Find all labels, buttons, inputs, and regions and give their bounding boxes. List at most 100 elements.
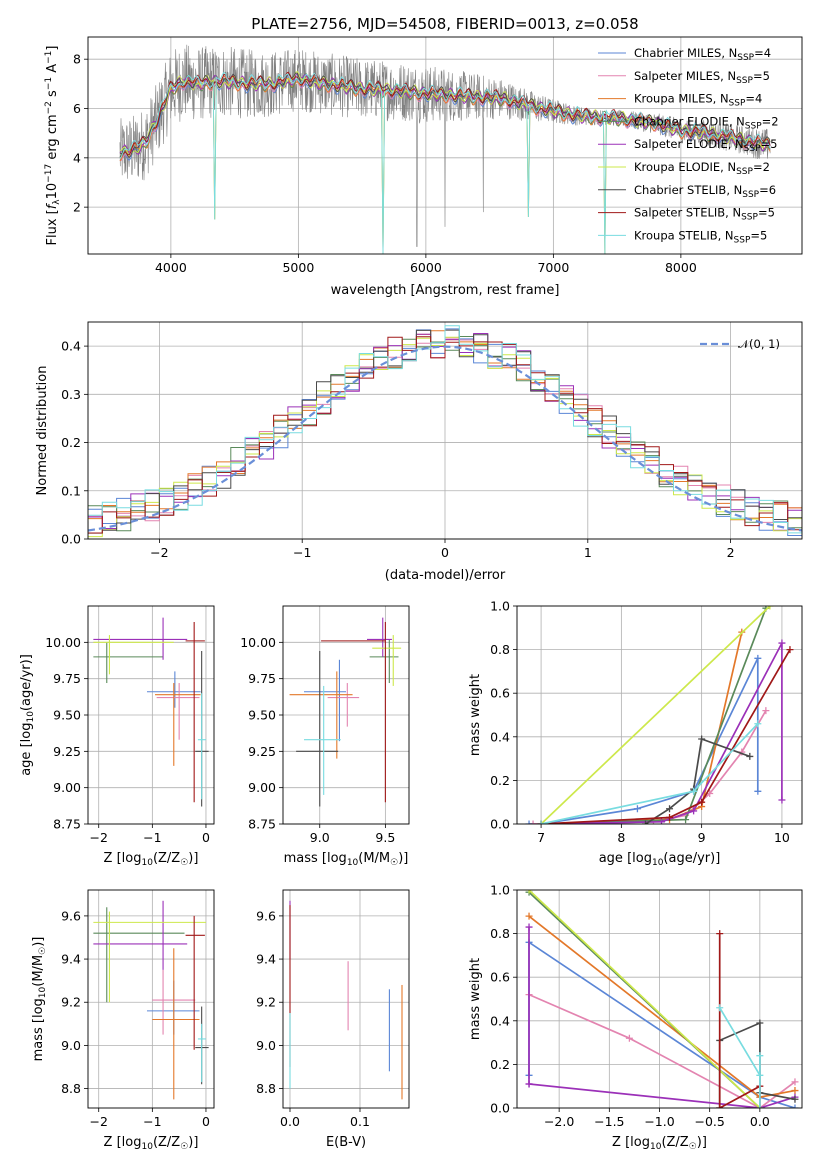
- plus-marker-8-3: [756, 1104, 764, 1108]
- label-part: Kroupa MILES, N: [634, 92, 729, 106]
- label-part: 10: [141, 858, 153, 868]
- plus-marker-7-1: [716, 1104, 724, 1108]
- label-part: Z [log: [104, 1135, 142, 1150]
- spectrum-panel: 4000 5000 6000 7000 8000 2 4 6 8 wavelength [Angs…: [44, 36, 803, 298]
- label-part: ☉: [180, 858, 188, 868]
- label-part: age [log: [19, 723, 34, 776]
- legend-label-1: Salpeter MILES, NSSP​=5: [634, 69, 770, 86]
- mw-z-x-label: Z [log10​(Z/Z☉​)]: [612, 1135, 707, 1152]
- axes-frame: [87, 36, 803, 255]
- residual-histogram-7: [88, 336, 802, 534]
- y-tick-label: 6: [73, 101, 81, 116]
- y-tick-label: 9.25: [53, 744, 81, 759]
- label-part: ☉: [689, 1142, 697, 1152]
- mass-weight-line-2: [528, 915, 796, 1099]
- y-tick-label: 10.00: [240, 635, 276, 650]
- legend-label-5: Kroupa ELODIE, NSSP​=2: [634, 160, 770, 177]
- label-part: =5: [761, 137, 778, 151]
- label-part: SSP: [736, 167, 753, 177]
- label-part: ☉: [180, 1142, 188, 1152]
- label-part: s: [45, 90, 60, 101]
- legend-label-0: Chabrier MILES, NSSP​=4: [634, 46, 771, 63]
- plus-marker-8-0: [537, 820, 545, 824]
- legend-label-4: Salpeter ELODIE, NSSP​=5: [634, 137, 777, 154]
- label-part: =4: [754, 46, 771, 60]
- plus-marker-8-1: [756, 1071, 764, 1079]
- plus-marker-0-3: [791, 1104, 799, 1108]
- line-plot-area: [525, 890, 799, 1108]
- axes-frame: [87, 605, 215, 825]
- legend-label-8: Kroupa STELIB, NSSP​=5: [634, 228, 767, 245]
- x-tick-label: −1: [143, 1114, 161, 1129]
- mass-weight-line-5: [540, 606, 771, 824]
- label-part: )]: [398, 851, 408, 866]
- x-tick-label: −2: [90, 830, 108, 845]
- label-part: mass [log: [284, 851, 347, 866]
- y-tick-label: 0.2: [490, 773, 510, 788]
- mass-weight-vs-age-panel: 7 8 9 10 0.0 0.2 0.4 0.6 0.8 1.0 age [log10​(age/y…: [468, 599, 803, 868]
- x-tick-label: 0.0: [750, 1114, 770, 1129]
- errorbar-plot-area: [289, 900, 403, 1100]
- y-tick-label: 0.6: [490, 686, 510, 701]
- y-tick-label: 0.0: [490, 1101, 510, 1116]
- normal-reference-curve: [88, 345, 802, 532]
- plus-marker-4-3: [778, 639, 786, 647]
- label-part: Z [log: [612, 1135, 650, 1150]
- plus-marker-1-5: [762, 707, 770, 715]
- x-tick-label: −1: [143, 830, 161, 845]
- label-part: mass weight: [468, 674, 483, 756]
- mass-weight-line-4: [541, 642, 783, 824]
- plus-marker-8-2: [754, 720, 762, 728]
- label-part: 10: [141, 1142, 153, 1152]
- y-tick-label: 8.8: [256, 1081, 276, 1096]
- plus-marker-6-4: [791, 1095, 799, 1103]
- mass-weight-line-1: [533, 710, 767, 824]
- plus-marker-4-1: [525, 923, 533, 931]
- age-vs-mass-x-label: mass [log10​(M/M☉​)]: [284, 851, 409, 868]
- label-part: (Z/Z: [153, 1135, 180, 1150]
- label-part: SSP: [745, 121, 762, 131]
- legend-label-6: Chabrier STELIB, NSSP​=6: [634, 183, 776, 200]
- y-tick-label: 0.1: [61, 483, 81, 498]
- y-tick-label: 2: [73, 200, 81, 215]
- y-tick-label: 9.0: [61, 1038, 81, 1053]
- label-part: =2: [762, 114, 779, 128]
- age-vs-z-y-label: age [log10​(age/yr)]: [19, 654, 36, 776]
- label-part: SSP: [736, 76, 753, 86]
- y-tick-label: 9.00: [248, 780, 276, 795]
- y-tick-label: 0.8: [490, 642, 510, 657]
- y-tick-label: 9.25: [248, 744, 276, 759]
- axes-frame: [516, 605, 803, 825]
- x-tick-label: 6000: [410, 260, 442, 275]
- mass-weight-line-7: [541, 649, 791, 824]
- y-tick-label: 9.2: [256, 995, 276, 1010]
- plus-marker-1-3: [791, 1078, 799, 1086]
- label-part: 10: [650, 1142, 662, 1152]
- label-part: Z [log: [104, 851, 142, 866]
- plus-marker-4-2: [690, 807, 698, 815]
- label-part: Salpeter MILES, N: [634, 69, 736, 83]
- x-tick-label: 10: [774, 830, 790, 845]
- label-part: (Z/Z: [153, 851, 180, 866]
- figure-title: PLATE=2756, MJD=54508, FIBERID=0013, z=0…: [251, 15, 638, 33]
- model-spectrum-8: [119, 71, 771, 254]
- mass-weight-line-1: [528, 993, 796, 1108]
- plus-marker-6-4: [746, 752, 754, 760]
- label-part: )]: [31, 937, 46, 947]
- errorbar-plot-area: [289, 617, 402, 807]
- x-tick-label: −2.0: [544, 1114, 574, 1129]
- plus-marker-6-2: [756, 1019, 764, 1027]
- label-part: Flux [: [45, 209, 60, 245]
- y-tick-label: 9.50: [53, 708, 81, 723]
- x-tick-label: 9: [698, 830, 706, 845]
- y-tick-label: 0.4: [61, 339, 81, 354]
- mw-z-y-label: mass weight: [468, 958, 483, 1040]
- plus-marker-7-0: [716, 930, 724, 938]
- x-tick-label: 7: [537, 830, 545, 845]
- mass-weight-line-0: [529, 657, 759, 824]
- label-part: λ: [52, 199, 62, 205]
- plus-marker-7-2: [698, 798, 706, 806]
- plus-marker-2-2: [791, 1087, 799, 1095]
- x-tick-label: 1: [584, 545, 592, 560]
